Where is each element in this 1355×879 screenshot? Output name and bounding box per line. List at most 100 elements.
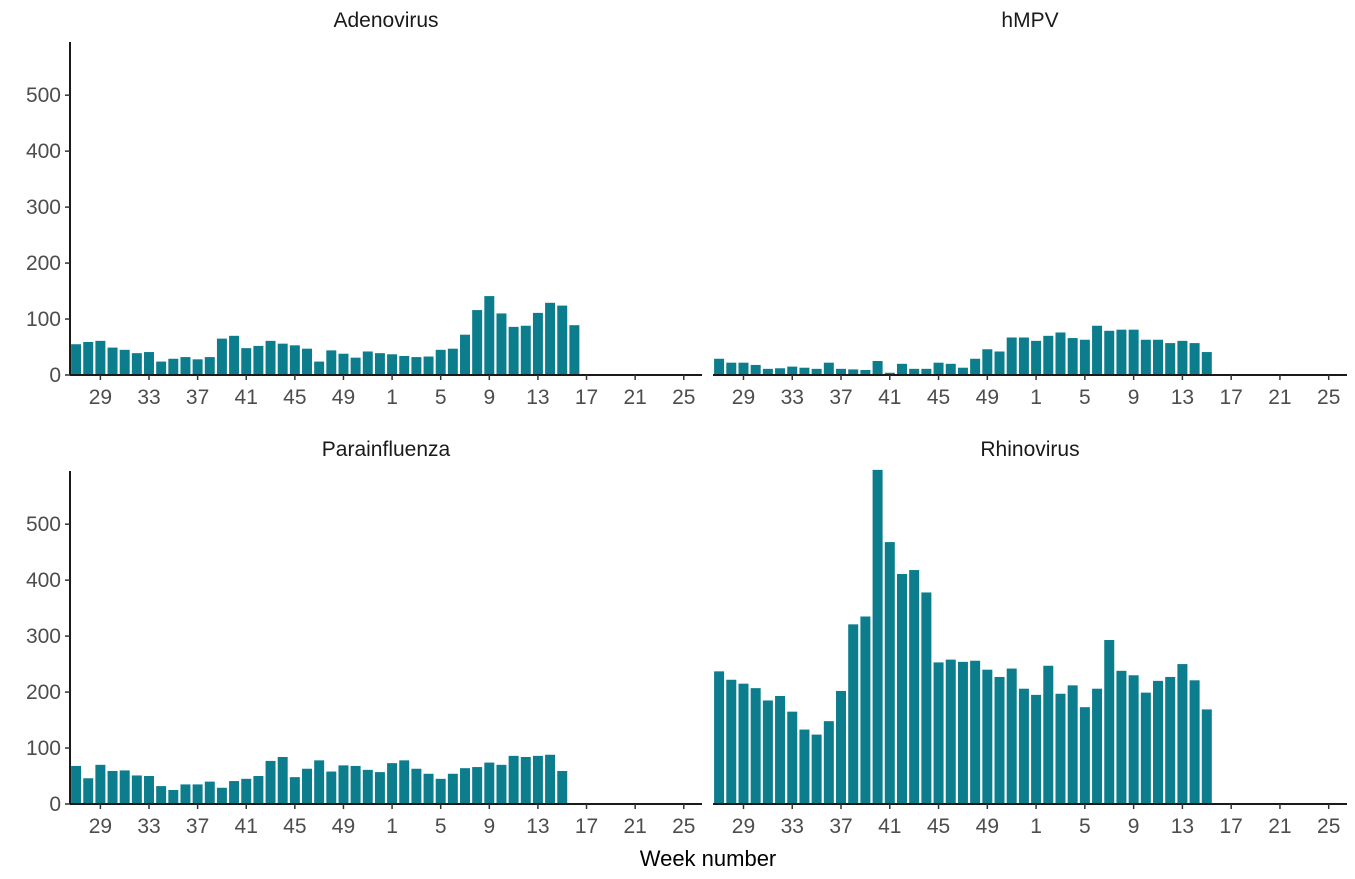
x-tick-label-adenovirus-17: 17: [575, 386, 598, 409]
bar-adenovirus-week-15: [557, 305, 568, 375]
bar-parainfluenza-week-31: [119, 770, 130, 804]
x-tick-label-adenovirus-21: 21: [623, 386, 646, 409]
x-tick-label-hmpv-29: 29: [732, 386, 755, 409]
y-tick-label-adenovirus-400: 400: [26, 140, 61, 163]
bar-parainfluenza-week-38: [204, 781, 215, 804]
x-tick-label-parainfluenza-33: 33: [137, 815, 160, 838]
y-tick-label-adenovirus-200: 200: [26, 252, 61, 275]
bar-adenovirus-week-37: [192, 359, 203, 375]
x-tick-label-hmpv-41: 41: [878, 386, 901, 409]
bar-parainfluenza-week-7: [460, 768, 470, 804]
bar-rhinovirus-week-11: [1153, 680, 1164, 804]
bar-parainfluenza-week-4: [423, 773, 434, 804]
bar-adenovirus-week-46: [302, 348, 312, 375]
bar-parainfluenza-week-12: [520, 756, 531, 804]
bar-rhinovirus-week-45: [933, 662, 944, 804]
bar-rhinovirus-week-35: [811, 734, 822, 804]
bar-hmpv-week-37: [836, 368, 847, 375]
bar-rhinovirus-week-13: [1177, 664, 1188, 804]
bar-parainfluenza-week-15: [557, 770, 568, 804]
bar-rhinovirus-week-46: [945, 659, 956, 804]
bar-adenovirus-week-44: [277, 343, 288, 375]
bar-hmpv-week-48: [970, 358, 981, 375]
bar-hmpv-week-32: [775, 368, 786, 375]
bar-hmpv-week-12: [1165, 343, 1176, 375]
bar-hmpv-week-41: [884, 372, 895, 375]
bar-hmpv-week-7: [1104, 330, 1115, 375]
bar-hmpv-week-28: [726, 362, 737, 375]
bar-adenovirus-week-5: [435, 349, 446, 375]
bar-parainfluenza-week-47: [314, 760, 325, 804]
bar-rhinovirus-week-34: [799, 729, 810, 804]
y-tick-label-adenovirus-300: 300: [26, 196, 61, 219]
bar-adenovirus-week-3: [411, 357, 422, 375]
bar-parainfluenza-week-11: [508, 755, 519, 804]
x-tick-label-rhinovirus-25: 25: [1317, 815, 1340, 838]
bar-hmpv-week-5: [1079, 339, 1090, 375]
bar-hmpv-week-49: [982, 349, 993, 375]
bar-hmpv-week-10: [1140, 339, 1151, 375]
bar-parainfluenza-week-2: [399, 760, 410, 804]
bar-hmpv-week-44: [921, 368, 932, 375]
bar-adenovirus-week-43: [265, 340, 276, 375]
x-tick-label-parainfluenza-5: 5: [435, 815, 447, 838]
x-tick-label-adenovirus-37: 37: [186, 386, 209, 409]
bar-hmpv-week-27: [714, 358, 725, 375]
x-tick-label-parainfluenza-13: 13: [526, 815, 549, 838]
bar-rhinovirus-week-31: [762, 700, 773, 804]
bar-parainfluenza-week-51: [362, 769, 373, 804]
bar-hmpv-week-47: [957, 367, 968, 375]
bar-hmpv-week-8: [1116, 329, 1127, 375]
bar-hmpv-week-35: [811, 368, 822, 375]
bar-hmpv-week-30: [750, 364, 761, 375]
x-tick-label-parainfluenza-1: 1: [386, 815, 398, 838]
x-tick-label-rhinovirus-13: 13: [1171, 815, 1194, 838]
bar-hmpv-week-34: [799, 367, 810, 375]
bar-rhinovirus-week-42: [896, 573, 907, 804]
bar-adenovirus-week-39: [216, 338, 227, 375]
bar-parainfluenza-week-5: [435, 778, 446, 804]
bar-hmpv-week-38: [848, 369, 859, 375]
bar-parainfluenza-week-36: [180, 784, 191, 804]
bar-adenovirus-week-13: [532, 312, 543, 375]
bar-adenovirus-week-29: [95, 340, 106, 375]
x-tick-label-hmpv-13: 13: [1171, 386, 1194, 409]
y-tick-label-adenovirus-500: 500: [26, 84, 61, 107]
x-tick-label-adenovirus-49: 49: [332, 386, 355, 409]
x-tick-label-rhinovirus-37: 37: [829, 815, 852, 838]
bar-rhinovirus-week-33: [787, 711, 798, 804]
bar-rhinovirus-week-30: [750, 688, 761, 804]
bar-adenovirus-week-30: [107, 347, 118, 375]
x-tick-label-rhinovirus-21: 21: [1268, 815, 1291, 838]
bar-rhinovirus-week-3: [1055, 693, 1066, 804]
bar-parainfluenza-week-27: [71, 765, 82, 804]
bar-adenovirus-week-38: [204, 357, 215, 375]
y-tick-label-parainfluenza-300: 300: [26, 625, 61, 648]
x-tick-label-hmpv-49: 49: [976, 386, 999, 409]
bar-parainfluenza-week-46: [302, 768, 312, 804]
x-tick-label-rhinovirus-5: 5: [1079, 815, 1091, 838]
bar-adenovirus-week-27: [71, 344, 82, 375]
bar-hmpv-week-40: [872, 361, 883, 375]
bar-adenovirus-week-47: [314, 361, 325, 375]
bar-adenovirus-week-36: [180, 357, 191, 375]
bar-rhinovirus-week-12: [1165, 676, 1176, 804]
bar-adenovirus-week-7: [460, 334, 470, 375]
bar-parainfluenza-week-30: [107, 770, 118, 804]
bar-adenovirus-week-48: [326, 350, 337, 375]
bar-rhinovirus-week-32: [775, 695, 786, 804]
bar-hmpv-week-6: [1092, 325, 1103, 375]
bar-rhinovirus-week-29: [738, 683, 749, 804]
bar-parainfluenza-week-32: [131, 775, 142, 804]
bar-rhinovirus-week-14: [1189, 680, 1200, 804]
bar-parainfluenza-week-48: [326, 771, 337, 804]
x-tick-label-hmpv-45: 45: [927, 386, 950, 409]
bar-hmpv-week-31: [762, 368, 773, 375]
x-tick-label-parainfluenza-41: 41: [235, 815, 258, 838]
bar-parainfluenza-week-42: [253, 776, 264, 804]
bar-parainfluenza-week-39: [216, 787, 227, 804]
bar-adenovirus-week-9: [484, 296, 495, 375]
bar-rhinovirus-week-38: [848, 624, 859, 804]
